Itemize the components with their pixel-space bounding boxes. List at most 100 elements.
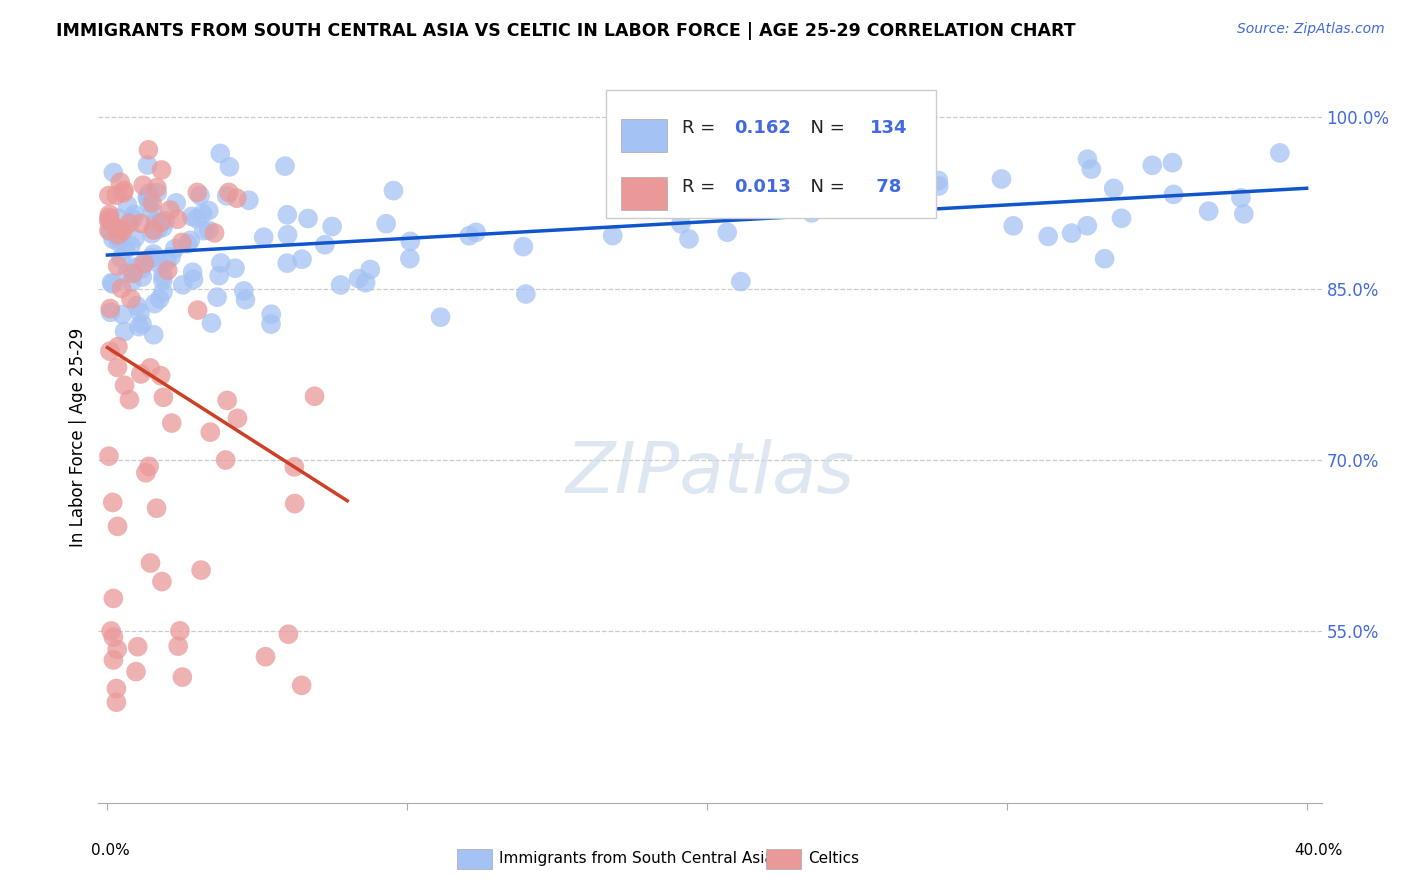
Point <box>103 591 125 606</box>
Point <box>143 214 166 228</box>
Point <box>150 215 173 229</box>
Point <box>124 260 146 274</box>
Point <box>122 266 145 280</box>
Point <box>669 217 692 231</box>
Point <box>100 225 122 239</box>
Point <box>129 367 152 381</box>
Point <box>716 225 738 239</box>
Point <box>160 250 183 264</box>
Point <box>276 208 298 222</box>
Point <box>100 624 122 638</box>
Point <box>110 222 132 236</box>
Point <box>114 325 136 339</box>
Point <box>209 256 232 270</box>
Point <box>98 301 121 316</box>
Point <box>122 211 145 226</box>
Point <box>170 235 193 250</box>
Point <box>152 285 174 299</box>
Point <box>515 287 537 301</box>
Point <box>97 188 120 202</box>
Point <box>197 203 219 218</box>
Point <box>399 252 422 266</box>
Point <box>314 237 336 252</box>
Point <box>125 299 148 313</box>
Point <box>105 642 128 657</box>
Point <box>141 195 163 210</box>
Point <box>1233 207 1256 221</box>
Text: R =: R = <box>682 119 721 136</box>
Point <box>121 275 143 289</box>
Point <box>382 184 405 198</box>
Point <box>108 175 131 189</box>
Point <box>143 296 166 310</box>
Point <box>138 459 160 474</box>
Point <box>190 563 212 577</box>
Text: IMMIGRANTS FROM SOUTH CENTRAL ASIA VS CELTIC IN LABOR FORCE | AGE 25-29 CORRELAT: IMMIGRANTS FROM SOUTH CENTRAL ASIA VS CE… <box>56 22 1076 40</box>
Point <box>136 189 159 203</box>
Point <box>837 181 859 195</box>
Point <box>141 204 163 219</box>
Point <box>180 210 202 224</box>
Point <box>1060 226 1083 240</box>
Point <box>152 268 174 283</box>
Point <box>172 277 194 292</box>
Point <box>142 327 165 342</box>
Point <box>1198 204 1220 219</box>
Point <box>104 219 127 234</box>
Point <box>329 277 352 292</box>
Point <box>167 639 190 653</box>
Point <box>97 211 120 225</box>
Point <box>118 392 141 407</box>
Point <box>1094 252 1116 266</box>
Point <box>215 189 238 203</box>
Point <box>1163 187 1185 202</box>
Point <box>107 519 129 533</box>
Point <box>1111 211 1133 226</box>
Point <box>260 317 283 331</box>
Text: Celtics: Celtics <box>808 851 859 865</box>
Point <box>1161 155 1184 169</box>
Point <box>152 220 174 235</box>
Point <box>135 466 157 480</box>
Point <box>209 146 232 161</box>
Point <box>134 256 156 270</box>
Point <box>128 319 150 334</box>
Point <box>101 277 124 291</box>
Text: ZIPatlas: ZIPatlas <box>565 439 855 508</box>
Point <box>98 214 121 228</box>
Point <box>105 188 128 202</box>
Point <box>375 217 398 231</box>
Point <box>863 186 886 200</box>
Point <box>150 162 173 177</box>
Point <box>198 223 221 237</box>
Point <box>141 227 163 241</box>
Point <box>254 649 277 664</box>
Point <box>1002 219 1025 233</box>
Point <box>927 173 949 187</box>
Point <box>188 188 211 202</box>
Text: 0.162: 0.162 <box>734 119 792 136</box>
Point <box>179 233 201 247</box>
Point <box>107 259 129 273</box>
Point <box>120 292 142 306</box>
Point <box>1102 181 1125 195</box>
Point <box>429 310 451 325</box>
Point <box>297 211 319 226</box>
Point <box>152 390 174 404</box>
Point <box>114 378 136 392</box>
Text: N =: N = <box>800 119 851 136</box>
Point <box>148 292 170 306</box>
Point <box>217 393 239 408</box>
Point <box>187 303 209 318</box>
Point <box>321 219 343 234</box>
Bar <box>620 177 668 211</box>
Point <box>111 307 134 321</box>
Point <box>138 186 160 201</box>
Point <box>107 227 129 242</box>
Point <box>139 360 162 375</box>
Text: R =: R = <box>682 178 721 196</box>
FancyBboxPatch shape <box>606 89 936 218</box>
Point <box>114 243 136 257</box>
Text: 40.0%: 40.0% <box>1295 843 1343 858</box>
Point <box>347 271 370 285</box>
